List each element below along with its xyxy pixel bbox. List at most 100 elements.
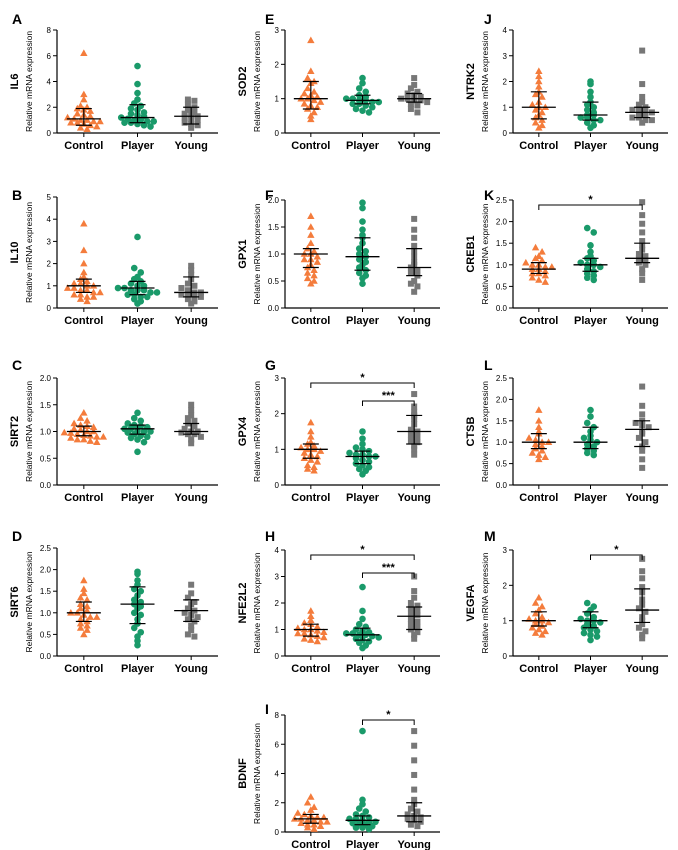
- y-tick-label: 3: [503, 546, 508, 555]
- data-point: [150, 118, 158, 125]
- data-point: [352, 824, 360, 831]
- data-point: [310, 463, 318, 470]
- data-point: [635, 101, 642, 108]
- y-tick-label: 3: [275, 374, 280, 383]
- data-point: [300, 255, 309, 263]
- data-point: [300, 100, 309, 107]
- data-point: [86, 112, 95, 120]
- x-tick-label: Control: [291, 315, 330, 327]
- data-point: [134, 300, 141, 307]
- data-point: [525, 434, 533, 441]
- y-tick-label: 2: [47, 260, 52, 269]
- data-point: [544, 618, 553, 626]
- data-point: [124, 420, 132, 427]
- y-tick-label: 2.0: [40, 566, 52, 575]
- x-tick-label: Young: [397, 140, 430, 152]
- y-axis-label: Relative mRNA expression: [480, 552, 490, 653]
- data-point: [188, 267, 195, 274]
- data-point: [639, 212, 646, 219]
- data-point: [538, 442, 546, 450]
- panel-letter: L: [484, 357, 493, 373]
- y-tick-label: 1: [503, 617, 508, 626]
- data-point: [639, 270, 646, 277]
- gene-label: SOD2: [237, 67, 249, 97]
- data-point: [310, 803, 318, 810]
- data-point: [639, 383, 646, 390]
- data-point: [130, 264, 138, 272]
- data-point: [310, 247, 318, 255]
- data-point: [188, 300, 195, 307]
- data-point: [76, 116, 85, 123]
- y-tick-label: 4: [47, 215, 52, 224]
- data-point: [593, 633, 601, 640]
- data-point: [80, 589, 88, 597]
- y-tick-label: 1.5: [268, 223, 280, 232]
- x-tick-label: Control: [291, 140, 330, 152]
- x-tick-label: Control: [64, 663, 103, 675]
- data-point: [313, 252, 322, 260]
- data-point: [424, 99, 431, 106]
- data-point: [407, 269, 414, 276]
- y-axis-label: Relative mRNA expression: [480, 31, 490, 132]
- data-point: [639, 568, 646, 575]
- data-point: [96, 117, 104, 125]
- data-point: [184, 287, 191, 294]
- data-point: [188, 581, 195, 588]
- y-tick-label: 0: [275, 652, 280, 661]
- data-point: [648, 117, 655, 124]
- data-point: [577, 114, 585, 121]
- gene-label: CTSB: [465, 416, 477, 446]
- gene-label: SIRT6: [9, 586, 21, 617]
- data-point: [411, 242, 418, 249]
- data-point: [411, 446, 418, 453]
- data-point: [93, 433, 101, 440]
- significance-label: *: [386, 709, 391, 721]
- data-point: [197, 293, 204, 300]
- data-point: [184, 280, 191, 287]
- y-tick-label: 6: [275, 740, 280, 749]
- y-axis-label: Relative mRNA expression: [24, 202, 34, 303]
- data-point: [178, 291, 185, 298]
- data-point: [355, 245, 363, 252]
- y-tick-label: 1.0: [40, 428, 52, 437]
- data-point: [528, 100, 537, 108]
- y-tick-label: 8: [275, 711, 280, 720]
- data-point: [191, 109, 198, 116]
- data-point: [407, 610, 414, 617]
- data-point: [355, 639, 363, 647]
- data-point: [535, 455, 543, 463]
- data-point: [635, 251, 642, 257]
- panel-j: J 0 1 2 3 4 Control Player Young NTRK2 Relative mR…: [465, 11, 668, 152]
- significance-bracket: [310, 554, 415, 560]
- gene-label: BDNF: [237, 758, 249, 789]
- data-point: [137, 417, 145, 425]
- data-point: [194, 614, 201, 621]
- data-point: [407, 85, 414, 92]
- panel-m: M 0 1 2 3 Control Player Young VEGFA Relative mRN…: [465, 528, 668, 675]
- data-point: [639, 584, 646, 591]
- x-tick-label: Young: [174, 663, 207, 675]
- data-point: [303, 74, 312, 81]
- data-point: [181, 425, 188, 432]
- gene-label: CREB1: [465, 235, 477, 272]
- y-tick-label: 1: [275, 95, 280, 104]
- data-point: [642, 111, 649, 118]
- data-point: [365, 825, 373, 833]
- data-point: [407, 600, 414, 606]
- panel-b: B 0 1 2 3 4 5 Control Player Young IL10 Relative mR…: [9, 187, 218, 327]
- data-point: [80, 219, 88, 227]
- data-point: [188, 440, 195, 447]
- data-point: [587, 406, 594, 414]
- data-point: [411, 408, 418, 415]
- data-point: [359, 226, 366, 233]
- data-point: [313, 452, 322, 460]
- gene-label: GPX1: [237, 239, 249, 268]
- data-point: [580, 434, 588, 442]
- x-tick-label: Control: [519, 663, 558, 675]
- y-tick-label: 0.0: [40, 652, 52, 661]
- data-point: [411, 215, 418, 222]
- data-point: [407, 280, 414, 287]
- data-point: [76, 290, 85, 298]
- significance-bracket: [362, 719, 415, 725]
- data-point: [310, 96, 318, 104]
